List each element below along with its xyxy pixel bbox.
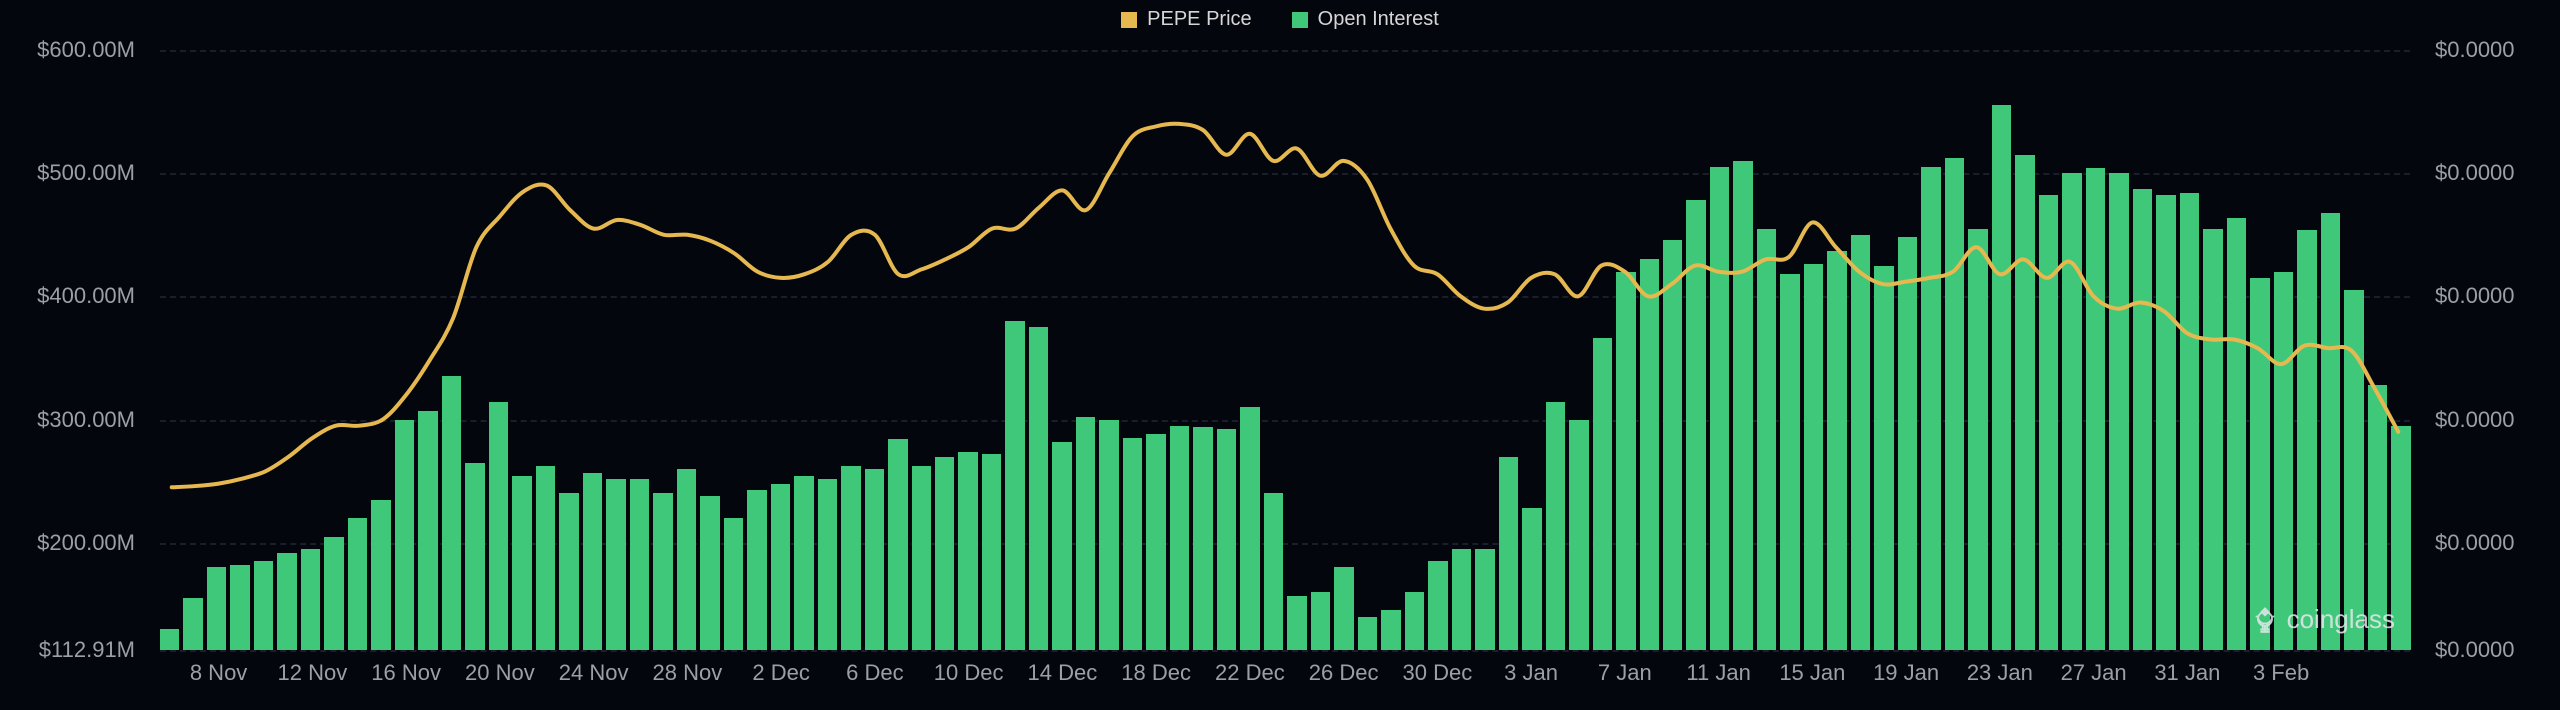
- chart-container: PEPE Price Open Interest $600.00M $500.00…: [0, 0, 2560, 710]
- y-left-label: $200.00M: [0, 530, 145, 556]
- x-axis-label: 8 Nov: [190, 660, 247, 686]
- y-left-label: $400.00M: [0, 283, 145, 309]
- x-axis-label: 31 Jan: [2154, 660, 2220, 686]
- x-axis-label: 6 Dec: [846, 660, 903, 686]
- watermark: coinglass: [2251, 604, 2395, 635]
- x-axis-label: 16 Nov: [371, 660, 441, 686]
- y-axis-right: $0.0000 $0.0000 $0.0000 $0.0000 $0.0000 $0.00…: [2425, 0, 2560, 710]
- oi-swatch: [1292, 12, 1308, 28]
- y-right-label: $0.0000: [2425, 407, 2560, 433]
- y-left-label: $600.00M: [0, 37, 145, 63]
- legend-label-oi: Open Interest: [1318, 8, 1439, 31]
- x-axis-label: 3 Feb: [2253, 660, 2309, 686]
- x-axis-label: 23 Jan: [1967, 660, 2033, 686]
- x-axis-label: 12 Nov: [277, 660, 347, 686]
- x-axis-label: 26 Dec: [1309, 660, 1379, 686]
- x-axis-label: 7 Jan: [1598, 660, 1652, 686]
- legend-item-price[interactable]: PEPE Price: [1121, 8, 1251, 31]
- x-axis-label: 19 Jan: [1873, 660, 1939, 686]
- watermark-text: coinglass: [2287, 604, 2395, 635]
- y-right-label: $0.0000: [2425, 637, 2560, 663]
- price-swatch: [1121, 12, 1137, 28]
- x-axis-label: 20 Nov: [465, 660, 535, 686]
- plot-area[interactable]: [160, 50, 2410, 650]
- legend-item-oi[interactable]: Open Interest: [1292, 8, 1439, 31]
- chart-legend: PEPE Price Open Interest: [0, 8, 2560, 31]
- y-left-label: $500.00M: [0, 160, 145, 186]
- y-right-label: $0.0000: [2425, 160, 2560, 186]
- x-axis-label: 15 Jan: [1779, 660, 1845, 686]
- x-axis-label: 18 Dec: [1121, 660, 1191, 686]
- x-axis-label: 22 Dec: [1215, 660, 1285, 686]
- x-axis-label: 30 Dec: [1402, 660, 1472, 686]
- x-axis-label: 10 Dec: [934, 660, 1004, 686]
- x-axis-label: 14 Dec: [1027, 660, 1097, 686]
- x-axis-label: 2 Dec: [752, 660, 809, 686]
- x-axis-label: 11 Jan: [1686, 660, 1750, 686]
- x-axis-label: 3 Jan: [1504, 660, 1558, 686]
- grid-line: [160, 650, 2410, 652]
- legend-label-price: PEPE Price: [1147, 8, 1251, 31]
- y-left-label: $300.00M: [0, 407, 145, 433]
- x-axis: 8 Nov 12 Nov 16 Nov 20 Nov 24 Nov 28 Nov 2 Dec…: [160, 660, 2410, 690]
- price-line: [160, 50, 2410, 650]
- x-axis-label: 28 Nov: [652, 660, 722, 686]
- y-right-label: $0.0000: [2425, 283, 2560, 309]
- y-right-label: $0.0000: [2425, 530, 2560, 556]
- y-axis-left: $600.00M $500.00M $400.00M $300.00M $200.00M…: [0, 0, 145, 710]
- x-axis-label: 27 Jan: [2061, 660, 2127, 686]
- x-axis-label: 24 Nov: [559, 660, 629, 686]
- coinglass-icon: [2251, 606, 2279, 634]
- y-left-label: $112.91M: [0, 637, 145, 663]
- y-right-label: $0.0000: [2425, 37, 2560, 63]
